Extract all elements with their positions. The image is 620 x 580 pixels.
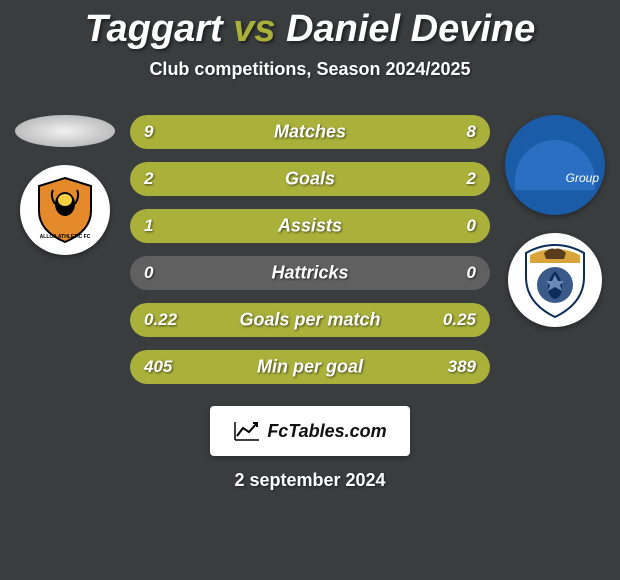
title-player2: Daniel Devine <box>286 8 535 50</box>
date-text: 2 september 2024 <box>0 470 620 491</box>
shield-icon: ALLOA ATHLETIC FC <box>35 176 95 244</box>
svg-text:ALLOA ATHLETIC FC: ALLOA ATHLETIC FC <box>40 234 91 240</box>
player1-avatar-placeholder <box>15 115 115 147</box>
bar-value-left: 2 <box>144 169 153 189</box>
bar-label: Min per goal <box>257 357 363 378</box>
subtitle: Club competitions, Season 2024/2025 <box>0 59 620 80</box>
bar-fill-right <box>310 162 490 196</box>
bar-label: Matches <box>274 122 346 143</box>
bar-label: Goals per match <box>239 310 380 331</box>
bar-value-left: 9 <box>144 122 153 142</box>
comparison-content: ALLOA ATHLETIC FC 9 Matches 8 2 Goals 2 1 Assis… <box>0 115 620 384</box>
stat-bar: 9 Matches 8 <box>130 115 490 149</box>
brand-box: FcTables.com <box>210 406 410 456</box>
crest-icon <box>520 241 590 319</box>
stat-bar: 0 Hattricks 0 <box>130 256 490 290</box>
brand-text: FcTables.com <box>267 421 386 442</box>
bar-fill-left <box>130 162 310 196</box>
bar-value-right: 2 <box>467 169 476 189</box>
bar-label: Goals <box>285 169 335 190</box>
player2-club-badge <box>508 233 602 327</box>
bar-value-right: 8 <box>467 122 476 142</box>
bar-label: Assists <box>278 216 342 237</box>
stat-bars: 9 Matches 8 2 Goals 2 1 Assists 0 0 Hattricks 0 0.22… <box>120 115 500 384</box>
bar-value-left: 405 <box>144 357 172 377</box>
title-player1: Taggart <box>85 8 223 50</box>
bar-value-left: 0.22 <box>144 310 177 330</box>
stat-bar: 405 Min per goal 389 <box>130 350 490 384</box>
page-title: Taggart vs Daniel Devine <box>0 0 620 51</box>
bar-value-left: 0 <box>144 263 153 283</box>
bar-value-left: 1 <box>144 216 153 236</box>
bar-value-right: 0 <box>467 216 476 236</box>
right-side <box>500 115 610 384</box>
stat-bar: 0.22 Goals per match 0.25 <box>130 303 490 337</box>
player2-avatar-photo <box>505 115 605 215</box>
chart-icon <box>233 420 261 442</box>
bar-value-right: 0.25 <box>443 310 476 330</box>
bar-value-right: 0 <box>467 263 476 283</box>
bar-value-right: 389 <box>448 357 476 377</box>
stat-bar: 1 Assists 0 <box>130 209 490 243</box>
left-side: ALLOA ATHLETIC FC <box>10 115 120 384</box>
bar-label: Hattricks <box>271 263 348 284</box>
stat-bar: 2 Goals 2 <box>130 162 490 196</box>
title-vs: vs <box>233 8 275 50</box>
player1-club-badge: ALLOA ATHLETIC FC <box>20 165 110 255</box>
